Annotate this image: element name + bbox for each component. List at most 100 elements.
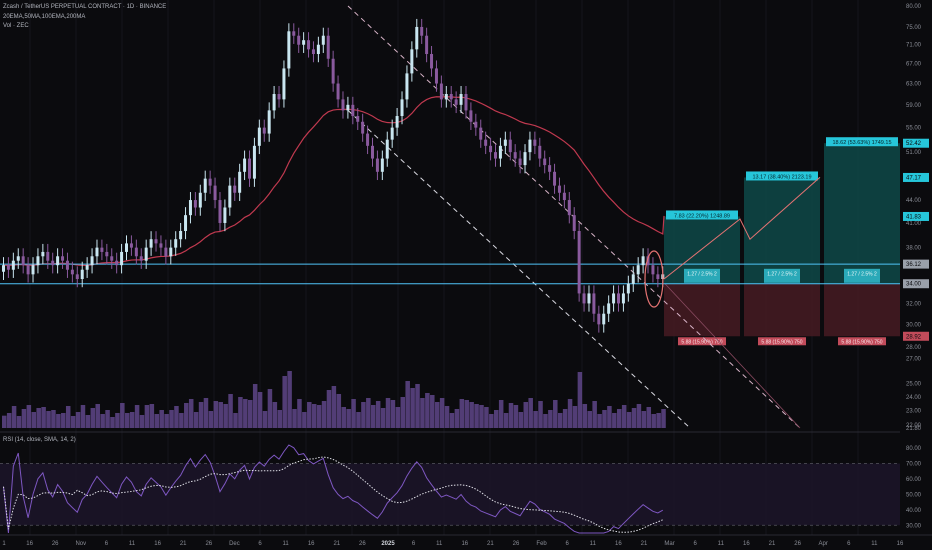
candle-body bbox=[538, 145, 542, 159]
time-tick: 26 bbox=[359, 541, 366, 547]
projection-path bbox=[663, 176, 821, 280]
volume-bar bbox=[61, 413, 66, 428]
volume-bar bbox=[439, 398, 445, 428]
candle-body bbox=[503, 139, 507, 146]
volume-bar bbox=[75, 412, 81, 428]
time-tick: 6 bbox=[566, 541, 570, 547]
candle-body bbox=[262, 127, 266, 134]
time-tick: 16 bbox=[154, 541, 161, 547]
candle-body bbox=[100, 247, 104, 252]
volume-bar bbox=[385, 398, 391, 428]
volume-bar bbox=[346, 409, 351, 428]
time-tick: 16 bbox=[897, 541, 904, 547]
time-tick: 26 bbox=[794, 541, 801, 547]
entry-label-bg bbox=[844, 268, 880, 283]
target-zone bbox=[824, 143, 900, 284]
time-tick: 16 bbox=[26, 541, 33, 547]
volume-bar bbox=[430, 395, 435, 428]
volume-bar bbox=[228, 394, 233, 428]
candle-body bbox=[489, 145, 493, 153]
time-tick: 11 bbox=[282, 541, 289, 547]
candle-body bbox=[444, 94, 448, 100]
volume-bar bbox=[356, 412, 361, 428]
time-tick: 11 bbox=[436, 541, 443, 547]
volume-bar bbox=[223, 404, 228, 428]
candle-body bbox=[395, 116, 399, 128]
rsi-panel bbox=[0, 431, 932, 534]
volume-bar bbox=[459, 399, 465, 428]
candle-body bbox=[80, 269, 84, 279]
volume-bar bbox=[572, 406, 578, 428]
rsi-band bbox=[0, 463, 900, 526]
volume-bar bbox=[602, 410, 607, 428]
candle-body bbox=[208, 178, 212, 186]
volume-bar bbox=[267, 389, 273, 428]
candle-body bbox=[479, 127, 483, 140]
candle-body bbox=[302, 40, 306, 45]
candle-body bbox=[469, 110, 473, 122]
candle-body bbox=[494, 152, 497, 159]
candle-body bbox=[636, 265, 640, 275]
candle-body bbox=[272, 94, 276, 111]
time-tick: Apr bbox=[819, 541, 828, 547]
volume-bar bbox=[243, 399, 248, 428]
chart-title: Zcash / TetherUS PERPETUAL CONTRACT · 1D… bbox=[3, 4, 167, 10]
volume-bar bbox=[321, 401, 327, 428]
channel-lower bbox=[347, 110, 691, 429]
price-tick: 41.00 bbox=[906, 221, 922, 227]
price-label: 52.42 bbox=[906, 141, 922, 147]
price-tick: 23.00 bbox=[906, 409, 922, 415]
time-tick: 21 bbox=[487, 541, 494, 547]
rsi-tick: 70.00 bbox=[906, 462, 922, 468]
candle-body bbox=[425, 35, 429, 55]
target-label-bg bbox=[746, 171, 818, 181]
volume-bar bbox=[341, 407, 346, 428]
candle-body bbox=[484, 139, 488, 146]
volume-bar bbox=[494, 410, 499, 428]
volume-bar bbox=[626, 412, 632, 428]
volume-label: Vol · ZEC bbox=[3, 23, 29, 29]
volume-bar bbox=[503, 413, 509, 428]
candle-body bbox=[375, 158, 379, 172]
candle-body bbox=[154, 239, 158, 244]
volume-bar bbox=[528, 398, 533, 428]
candle-body bbox=[188, 200, 192, 216]
volume-bar bbox=[292, 409, 297, 428]
candle-body bbox=[518, 158, 522, 166]
volume-bar bbox=[51, 410, 56, 428]
time-tick: 16 bbox=[308, 541, 315, 547]
candle-body bbox=[508, 139, 512, 153]
candle-body bbox=[6, 265, 10, 270]
volume-bar bbox=[213, 401, 219, 428]
volume-bar bbox=[597, 414, 602, 428]
volume-bar bbox=[302, 412, 307, 428]
time-tick: Feb bbox=[536, 541, 547, 547]
price-tick: 25.00 bbox=[906, 382, 922, 388]
candle-body bbox=[90, 256, 94, 266]
candle-body bbox=[134, 247, 138, 257]
candle-body bbox=[528, 139, 532, 153]
price-tick: 22.00 bbox=[906, 423, 922, 429]
ema-line bbox=[3, 96, 665, 267]
time-tick: 21 bbox=[641, 541, 648, 547]
entry-label: 1.27 / 2.5% 2 bbox=[767, 271, 797, 277]
candle-body bbox=[577, 230, 581, 294]
volume-bar bbox=[80, 405, 86, 428]
volume-bar bbox=[169, 410, 174, 428]
price-tick: 80.00 bbox=[906, 4, 922, 10]
candle-body bbox=[523, 152, 527, 166]
price-label-bg bbox=[903, 331, 929, 341]
volume-bar bbox=[115, 413, 120, 428]
price-tick: 55.00 bbox=[906, 126, 922, 132]
volume-bar bbox=[656, 413, 661, 428]
stop-zone bbox=[824, 283, 900, 337]
candle-body bbox=[282, 68, 286, 100]
price-tick: 75.00 bbox=[906, 25, 922, 31]
volume-bar bbox=[95, 404, 100, 428]
volume-bar bbox=[233, 413, 238, 428]
volume-bar bbox=[420, 398, 425, 428]
rsi-sma-line bbox=[3, 456, 663, 533]
candle-body bbox=[415, 26, 419, 50]
volume-bar bbox=[218, 402, 223, 428]
